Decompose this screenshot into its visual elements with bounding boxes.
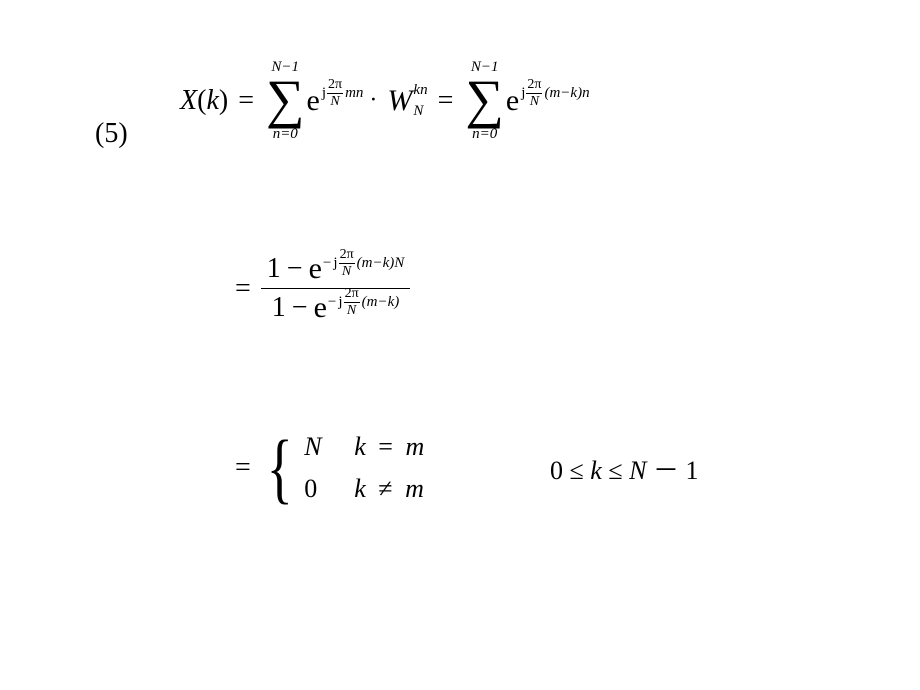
- exp1-frac-den: N: [329, 95, 340, 109]
- case2-cond: k ≠ m: [354, 474, 424, 504]
- cond-k: k: [590, 456, 602, 485]
- slide: (5) X ( k ) = N−1 ∑ n=0 e j 2π N mn ·: [0, 0, 920, 690]
- denexp-frac: 2π N: [344, 287, 360, 318]
- bfrac-den: 1 − e − j 2π N (m−k): [266, 289, 405, 327]
- cond-le1: ≤: [570, 456, 584, 485]
- case1-k: k: [354, 432, 366, 461]
- den-minus: −: [292, 294, 308, 322]
- num-minus: −: [287, 255, 303, 283]
- numexp-frac-den: N: [341, 265, 352, 279]
- equation-line-2: = 1 − e − j 2π N (m−k)N: [225, 250, 410, 327]
- case-row-1: N k = m: [304, 432, 424, 462]
- case1-eq: =: [378, 432, 393, 461]
- numexp-frac-num: 2π: [339, 248, 355, 262]
- exp2-frac: 2π N: [526, 78, 542, 109]
- exp2-frac-den: N: [529, 95, 540, 109]
- numexp-tail: (m−k)N: [357, 256, 405, 271]
- num-one: 1: [267, 255, 281, 283]
- exp1-frac: 2π N: [327, 78, 343, 109]
- equals-3: =: [235, 273, 251, 305]
- exp-1: j 2π N mn: [321, 78, 364, 109]
- e-base-2: e: [506, 84, 519, 118]
- denexp-tail: (m−k): [362, 295, 400, 310]
- sum-2: N−1 ∑ n=0: [465, 60, 504, 142]
- case-row-2: 0 k ≠ m: [304, 474, 424, 504]
- den-one: 1: [272, 294, 286, 322]
- case2-k: k: [354, 474, 366, 503]
- big-fraction: 1 − e − j 2π N (m−k)N: [261, 250, 410, 327]
- sum-1: N−1 ∑ n=0: [266, 60, 305, 142]
- sum-1-lower: n=0: [273, 127, 298, 142]
- case2-val: 0: [304, 474, 354, 504]
- case-rows: N k = m 0 k ≠ m: [304, 420, 424, 516]
- denexp-frac-num: 2π: [344, 287, 360, 301]
- cond-N: N: [629, 456, 646, 485]
- W-sup: kn: [413, 83, 427, 98]
- case2-m: m: [405, 474, 424, 503]
- paren-close: ): [219, 85, 228, 117]
- exp2-tail: (m−k)n: [544, 85, 589, 102]
- brace-icon: {: [266, 420, 292, 516]
- cdot-icon: ·: [369, 87, 377, 114]
- paren-open: (: [197, 85, 206, 117]
- den-e: e: [314, 293, 327, 323]
- num-e: e: [309, 254, 322, 284]
- e-power-2: e j 2π N (m−k)n: [506, 84, 590, 118]
- cond-minus: －: [653, 456, 679, 485]
- equation-line-3: = { N k = m 0 k ≠ m: [225, 420, 424, 516]
- case1-cond: k = m: [354, 432, 424, 462]
- case2-ne: ≠: [378, 474, 392, 503]
- W-sub: N: [413, 104, 427, 119]
- sym-X: X: [180, 85, 197, 117]
- equals-1: =: [238, 85, 254, 117]
- den-exp: − j 2π N (m−k): [328, 287, 399, 318]
- equation-number: (5): [95, 118, 128, 150]
- equation-line-1: X ( k ) = N−1 ∑ n=0 e j 2π N mn · W: [180, 60, 590, 142]
- cases-block: { N k = m 0 k ≠ m: [261, 420, 424, 516]
- sum-2-lower: n=0: [472, 127, 497, 142]
- e-base-1: e: [307, 84, 320, 118]
- numexp-neg: −: [323, 256, 331, 271]
- numexp-frac: 2π N: [339, 248, 355, 279]
- denexp-j: j: [338, 295, 342, 310]
- W-op: W kn N: [387, 83, 427, 119]
- cond-le2: ≤: [608, 456, 622, 485]
- sigma-icon-2: ∑: [465, 77, 504, 123]
- e-power-1: e j 2π N mn: [307, 84, 364, 118]
- equals-2: =: [438, 85, 454, 117]
- case1-m: m: [405, 432, 424, 461]
- equals-4: =: [235, 452, 251, 484]
- bfrac-num: 1 − e − j 2π N (m−k)N: [261, 250, 410, 288]
- exp1-frac-num: 2π: [327, 78, 343, 92]
- exp2-frac-num: 2π: [526, 78, 542, 92]
- exp-2: j 2π N (m−k)n: [520, 78, 589, 109]
- range-condition: 0 ≤ k ≤ N － 1: [550, 450, 698, 487]
- denexp-neg: −: [328, 295, 336, 310]
- sym-W: W: [387, 84, 412, 118]
- case1-val: N: [304, 432, 354, 462]
- den-epow: e − j 2π N (m−k): [314, 293, 400, 323]
- num-exp: − j 2π N (m−k)N: [323, 248, 404, 279]
- numexp-j: j: [333, 256, 337, 271]
- exp1-j: j: [322, 85, 326, 102]
- num-epow: e − j 2π N (m−k)N: [309, 254, 405, 284]
- exp2-j: j: [521, 85, 525, 102]
- cond-zero: 0: [550, 456, 563, 485]
- exp1-tail: mn: [345, 85, 363, 102]
- sym-k: k: [206, 85, 218, 117]
- cond-one: 1: [685, 456, 698, 485]
- sigma-icon: ∑: [266, 77, 305, 123]
- denexp-frac-den: N: [346, 304, 357, 318]
